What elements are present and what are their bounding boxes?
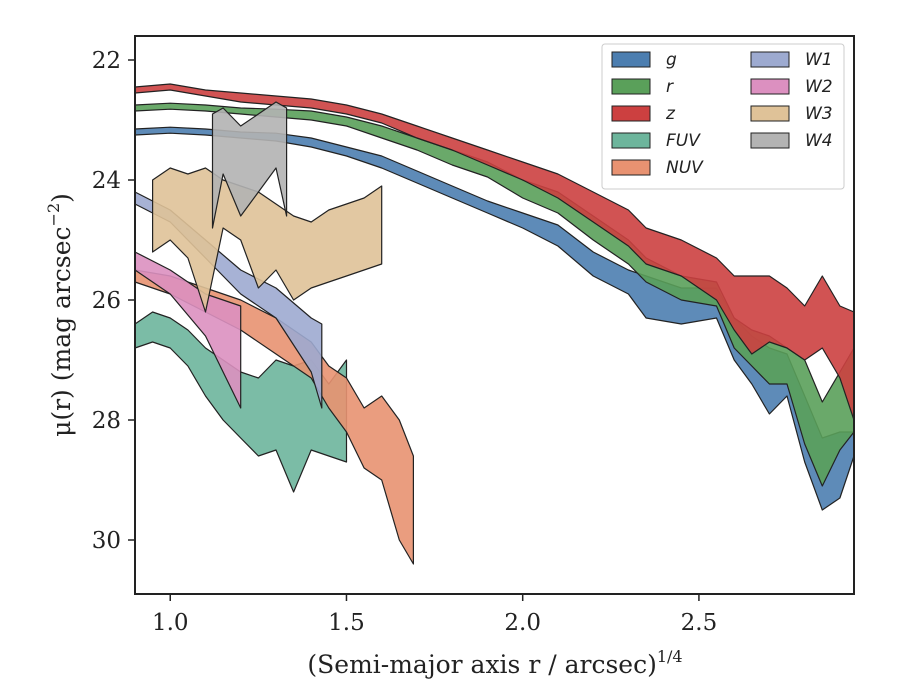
x-axis-label: (Semi-major axis r / arcsec)1/4: [307, 647, 682, 679]
x-tick-label: 1.0: [152, 610, 189, 636]
y-axis-label: μ(r) (mag arcsec−2): [44, 193, 76, 437]
y-tick-label: 22: [92, 48, 121, 74]
y-tick-label: 30: [92, 528, 121, 554]
y-tick-label: 28: [92, 408, 121, 434]
legend-swatch-z: [611, 105, 651, 122]
series-w4-band: [211, 101, 288, 229]
y-tick-label: 26: [92, 288, 121, 314]
legend-swatch-w4: [750, 132, 790, 149]
legend-label-z: z: [665, 104, 676, 124]
x-axis: 1.0 1.5 2.0 2.5: [152, 594, 717, 636]
x-tick-label: 1.5: [328, 610, 365, 636]
legend-swatch-w1: [750, 51, 790, 68]
legend-swatch-fuv: [611, 132, 651, 149]
y-tick-label: 24: [92, 168, 121, 194]
legend-label-fuv: FUV: [666, 131, 701, 151]
y-axis: 22 24 26 28 30: [92, 48, 135, 554]
legend-label-nuv: NUV: [666, 158, 704, 178]
legend-label-w1: W1: [805, 50, 833, 70]
legend-swatch-g: [611, 51, 651, 68]
legend-label-w4: W4: [805, 131, 833, 151]
series-areas: [134, 83, 855, 565]
legend-label-r: r: [666, 77, 674, 97]
legend-swatch-w2: [750, 78, 790, 95]
legend-swatch-r: [611, 78, 651, 95]
legend: grz FUV NUV W1 W2 W3 W4: [601, 43, 845, 190]
x-tick-label: 2.5: [681, 610, 718, 636]
legend-label-w2: W2: [805, 77, 833, 97]
plot-frame: [134, 35, 855, 595]
series-w2-band: [134, 251, 242, 409]
legend-swatch-w3: [750, 105, 790, 122]
legend-label-g: g: [666, 50, 677, 70]
x-tick-label: 2.0: [504, 610, 541, 636]
legend-label-w3: W3: [805, 104, 833, 124]
legend-swatch-nuv: [611, 159, 651, 176]
